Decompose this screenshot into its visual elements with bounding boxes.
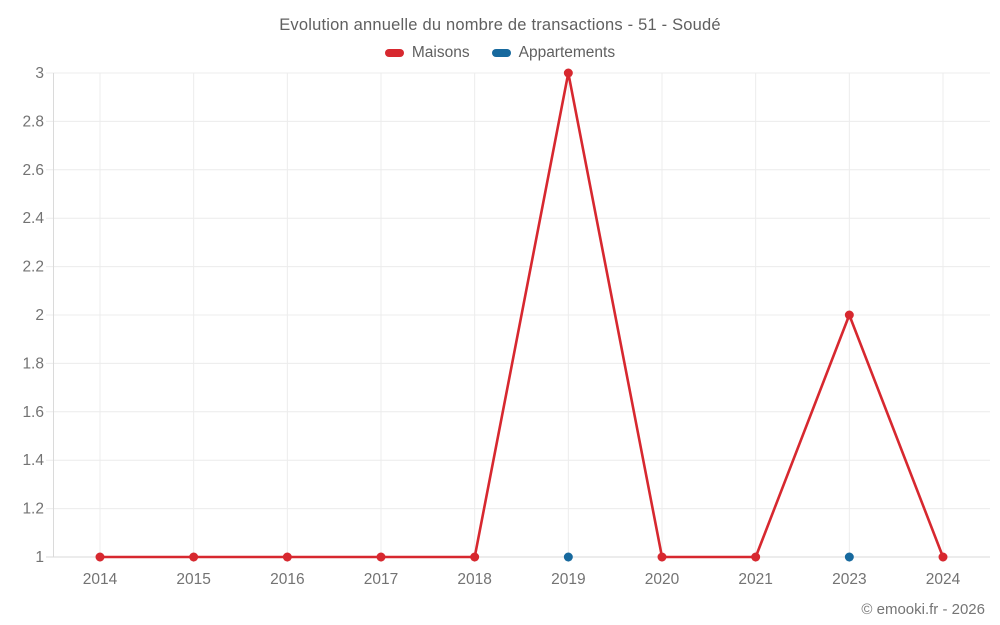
y-tick-label-1.2: 1.2: [22, 501, 44, 518]
series-line-maisons: [100, 71, 945, 559]
legend-label-maisons: Maisons: [411, 44, 470, 61]
data-point-maisons-2015[interactable]: [189, 552, 199, 562]
x-tick-label-2015: 2015: [176, 571, 210, 588]
y-tick-label-2.4: 2.4: [22, 210, 44, 227]
data-point-maisons-2018[interactable]: [470, 552, 480, 562]
y-tick-label-1.6: 1.6: [22, 404, 44, 421]
data-point-maisons-2023[interactable]: [844, 310, 854, 320]
data-point-maisons-2024[interactable]: [938, 552, 948, 562]
legend-swatch-appartements-icon: [491, 49, 511, 57]
data-point-maisons-2021[interactable]: [751, 552, 761, 562]
x-tick-label-2016: 2016: [270, 571, 304, 588]
x-tick-label-2019: 2019: [551, 571, 585, 588]
data-point-appartements-2019[interactable]: [563, 552, 573, 562]
x-tick-label-2023: 2023: [832, 571, 866, 588]
x-tick-label-2017: 2017: [364, 571, 398, 588]
data-point-maisons-2017[interactable]: [376, 552, 386, 562]
data-point-maisons-2016[interactable]: [282, 552, 292, 562]
legend-swatch-maisons-icon: [384, 49, 404, 57]
data-point-appartements-2023[interactable]: [844, 552, 854, 562]
data-point-maisons-2014[interactable]: [95, 552, 105, 562]
legend: Maisons Appartements: [0, 44, 1000, 62]
footer-credit: © emooki.fr - 2026: [861, 601, 985, 618]
chart-title: Evolution annuelle du nombre de transact…: [279, 16, 721, 34]
legend-item-appartements[interactable]: Appartements: [491, 44, 616, 62]
y-tick-label-1.8: 1.8: [22, 355, 44, 372]
y-tick-label-2.8: 2.8: [22, 113, 44, 130]
x-tick-label-2014: 2014: [83, 571, 118, 588]
y-tick-label-1: 1: [35, 549, 44, 566]
y-tick-label-1.4: 1.4: [22, 452, 44, 469]
y-tick-label-2: 2: [35, 307, 44, 324]
y-tick-label-2.6: 2.6: [22, 162, 44, 179]
data-point-maisons-2019[interactable]: [563, 68, 573, 78]
x-tick-label-2018: 2018: [457, 571, 491, 588]
y-tick-label-2.2: 2.2: [22, 259, 44, 276]
legend-label-appartements: Appartements: [518, 44, 616, 61]
x-tick-label-2021: 2021: [738, 571, 772, 588]
x-tick-label-2024: 2024: [926, 571, 961, 588]
data-point-maisons-2020[interactable]: [657, 552, 667, 562]
x-tick-label-2020: 2020: [645, 571, 680, 588]
legend-item-maisons[interactable]: Maisons: [384, 44, 470, 62]
y-tick-label-3: 3: [35, 65, 44, 82]
